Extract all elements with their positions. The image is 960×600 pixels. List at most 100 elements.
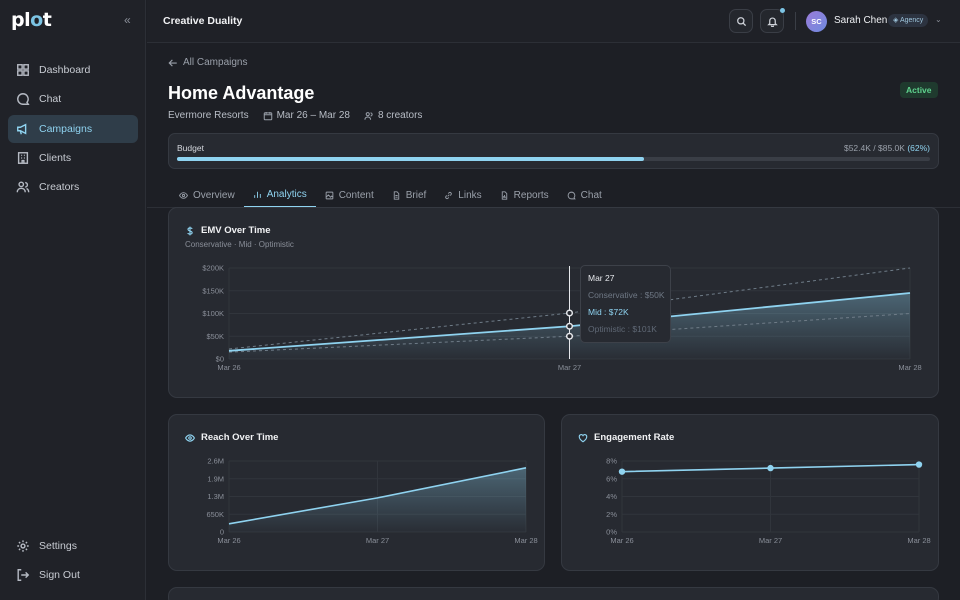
page-title: Home Advantage <box>168 83 315 103</box>
engagement-chart-card: Engagement Rate 0% 2% 4% 6% 8% Mar 26 Mar 27 Ma… <box>561 414 939 571</box>
y-tick-label: 6% <box>606 474 617 483</box>
sidebar-item-chat[interactable]: Chat <box>8 85 138 113</box>
tooltip-mid: Mid : $72K <box>588 307 629 317</box>
x-tick-label: Mar 26 <box>217 363 240 372</box>
tab-links[interactable]: Links <box>435 183 490 208</box>
sidebar-item-creators[interactable]: Creators <box>8 173 138 201</box>
budget-value: $52.4K / $85.0K (62%) <box>843 143 930 153</box>
user-role-badge: ◈ Agency <box>888 14 929 27</box>
status-badge: Active <box>900 82 938 98</box>
y-tick-label: 650K <box>206 510 224 519</box>
date-range: Mar 26 – Mar 28 <box>276 110 350 121</box>
sidebar-item-campaigns[interactable]: Campaigns <box>8 115 138 143</box>
user-name[interactable]: Sarah Chen <box>834 15 888 26</box>
users-icon <box>364 111 373 120</box>
emv-chart[interactable]: $0 $50K $100K $150K $200K Mar 26 Mar 27 Mar 28 <box>169 208 940 399</box>
y-tick-label: 0 <box>220 528 224 537</box>
y-tick-label: $100K <box>202 309 224 318</box>
budget-progress-fill <box>177 157 644 161</box>
x-tick-label: Mar 28 <box>907 536 930 545</box>
point-optimistic <box>565 309 574 317</box>
y-tick-label: 1.3M <box>207 492 224 501</box>
arrow-left-icon <box>168 58 177 67</box>
sidebar-item-label: Campaigns <box>39 123 93 135</box>
chart-title: Engagement Rate <box>578 432 674 443</box>
collapse-sidebar-icon[interactable]: « <box>124 13 131 27</box>
series-line <box>228 467 527 525</box>
x-tick-label: Mar 27 <box>759 536 782 545</box>
tooltip-optimistic: Optimistic : $101K <box>588 324 657 334</box>
file-icon <box>393 191 399 200</box>
y-tick-label: 4% <box>606 492 617 501</box>
x-tick-label: Mar 27 <box>558 363 581 372</box>
logo[interactable]: plot <box>11 9 52 31</box>
sidebar-item-label: Sign Out <box>39 569 80 581</box>
chat-icon <box>567 191 576 200</box>
bar-chart-icon <box>253 191 261 198</box>
reach-chart-card: Reach Over Time 0 650K 1.3M 1.9M 2.6M Mar 26 M… <box>168 414 545 571</box>
link-icon <box>445 191 453 200</box>
point-mid <box>565 322 574 330</box>
chart-title: Reach Over Time <box>185 432 278 443</box>
reach-chart[interactable]: 0 650K 1.3M 1.9M 2.6M Mar 26 Mar 27 Mar 28 <box>169 415 546 572</box>
report-icon <box>501 191 507 200</box>
emv-chart-card: EMV Over Time Conservative · Mid · Optim… <box>168 207 939 398</box>
budget-progress <box>177 157 930 161</box>
y-tick-label: 2% <box>606 510 617 519</box>
sidebar-item-clients[interactable]: Clients <box>8 144 138 172</box>
sidebar-item-label: Creators <box>39 181 80 193</box>
chart-subtitle: Conservative · Mid · Optimistic <box>185 240 294 249</box>
tab-analytics[interactable]: Analytics <box>243 183 316 208</box>
notifications-button[interactable] <box>760 8 785 33</box>
back-link[interactable]: All Campaigns <box>168 57 247 68</box>
search-icon <box>736 16 746 26</box>
workspace-title: Creative Duality <box>163 15 243 27</box>
sidebar-item-label: Settings <box>39 540 77 552</box>
dollar-icon <box>187 226 193 235</box>
tooltip-conservative: Conservative : $50K <box>588 290 665 300</box>
sidebar-item-sign-out[interactable]: Sign Out <box>8 561 138 589</box>
divider <box>795 12 796 30</box>
avatar[interactable]: SC <box>806 11 827 32</box>
area-fill <box>229 293 910 359</box>
x-tick-label: Mar 26 <box>217 536 240 545</box>
area-fill <box>229 467 526 532</box>
search-button[interactable] <box>729 9 753 33</box>
notification-dot <box>780 8 785 13</box>
chevron-down-icon[interactable]: ⌄ <box>935 15 942 24</box>
users-icon <box>16 181 30 193</box>
engagement-chart[interactable]: 0% 2% 4% 6% 8% Mar 26 Mar 27 Mar 28 <box>562 415 940 572</box>
tab-content[interactable]: Content <box>316 183 383 208</box>
tooltip-date: Mar 27 <box>588 273 615 283</box>
y-tick-label: 0% <box>606 528 617 537</box>
tab-reports[interactable]: Reports <box>491 183 558 208</box>
data-point <box>618 468 626 475</box>
bell-icon <box>766 17 778 27</box>
heart-icon <box>578 433 588 442</box>
megaphone-icon <box>17 123 27 135</box>
building-icon <box>17 152 29 164</box>
eye-icon <box>179 192 188 199</box>
tab-chat[interactable]: Chat <box>558 183 611 208</box>
gear-icon <box>17 540 29 552</box>
next-card <box>168 587 939 600</box>
client-name: Evermore Resorts <box>168 110 249 121</box>
eye-icon <box>185 433 195 442</box>
campaign-meta: Evermore Resorts Mar 26 – Mar 28 8 creat… <box>168 110 422 121</box>
tab-brief[interactable]: Brief <box>383 183 436 208</box>
y-tick-label: 1.9M <box>207 474 224 483</box>
y-tick-label: 2.6M <box>207 457 224 466</box>
budget-label: Budget <box>177 143 204 153</box>
chat-icon <box>17 93 30 105</box>
data-point <box>915 461 923 468</box>
y-tick-label: 8% <box>606 457 617 466</box>
sidebar-item-label: Clients <box>39 152 72 164</box>
x-tick-label: Mar 28 <box>514 536 537 545</box>
tab-overview[interactable]: Overview <box>170 183 244 208</box>
sidebar-item-settings[interactable]: Settings <box>8 532 138 560</box>
sidebar-item-label: Dashboard <box>39 64 91 76</box>
sidebar-item-dashboard[interactable]: Dashboard <box>8 56 138 84</box>
y-tick-label: $150K <box>202 286 224 295</box>
x-tick-label: Mar 27 <box>366 536 389 545</box>
y-tick-label: $50K <box>206 332 224 341</box>
